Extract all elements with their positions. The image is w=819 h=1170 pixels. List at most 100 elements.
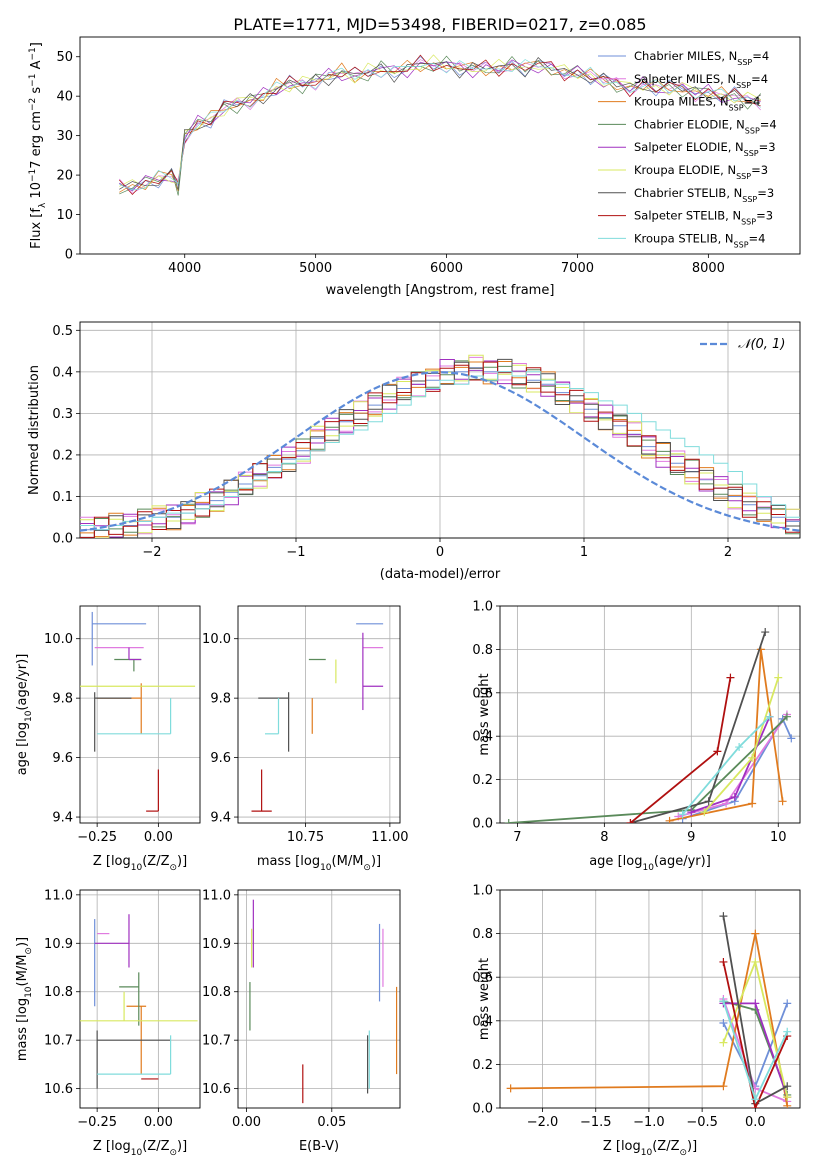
weight-marker (504, 819, 513, 823)
x-tick-label: −1 (286, 545, 305, 560)
x-axis-label: mass [log10(M/M⊙)] (257, 854, 381, 873)
axes-frame (499, 605, 801, 824)
axes-frame (499, 889, 801, 1109)
y-tick-label: 0.8 (472, 643, 493, 658)
x-axis-label: age [log10(age/yr)] (589, 854, 711, 873)
y-tick-label: 10.0 (202, 632, 231, 647)
legend-entry: Kroupa STELIB, NSSP=4 (634, 231, 765, 249)
x-tick-label: 6000 (430, 261, 463, 276)
weight-marker (719, 1018, 728, 1027)
histogram-series (80, 371, 800, 531)
weight-marker (751, 999, 760, 1008)
y-tick-label: 10.8 (44, 985, 73, 1000)
x-axis-label: E(B-V) (299, 1139, 339, 1154)
weight-marker (506, 1084, 515, 1093)
chart-residuals: −2 −1 0 1 2 0.0 0.1 0.2 0.3 0.4 0.5 𝒩(0, 1) (data-mo… (27, 321, 801, 582)
weight-marker (730, 792, 739, 801)
legend-entry: Chabrier ELODIE, NSSP=4 (634, 117, 777, 135)
x-tick-label: 10.75 (287, 830, 324, 845)
weight-marker (719, 997, 728, 1006)
y-tick-label: 0.4 (52, 365, 73, 380)
y-tick-label: 0.2 (472, 1058, 493, 1073)
y-tick-label: 9.6 (52, 751, 73, 766)
y-tick-label: 0.0 (52, 532, 73, 547)
spectrum-series (119, 54, 761, 196)
y-tick-label: 0.3 (52, 407, 73, 422)
legend-entry: Salpeter ELODIE, NSSP=3 (634, 140, 776, 158)
gaussian-curve (80, 371, 800, 532)
axes-frame (79, 321, 801, 539)
y-tick-label: 10.6 (44, 1082, 73, 1097)
weight-marker (751, 929, 760, 938)
axes-frame (79, 36, 801, 255)
weight-marker (751, 957, 760, 966)
x-tick-label: 7000 (561, 261, 594, 276)
y-tick-label: 0.6 (472, 686, 493, 701)
figure-title: PLATE=1771, MJD=53498, FIBERID=0217, z=0… (233, 15, 646, 34)
weight-marker (678, 810, 687, 819)
y-tick-label: 10.9 (202, 937, 231, 952)
x-tick-label: 1 (580, 545, 588, 560)
weight-lines (504, 628, 796, 823)
x-axis-label: (data-model)/error (380, 567, 501, 582)
legend-entry: Salpeter MILES, NSSP=4 (634, 72, 768, 90)
chart-weights_vs_age: 7 8 9 10 0.0 0.2 0.4 0.6 0.8 1.0 age [log10(age/yr… (472, 600, 801, 873)
y-tick-label: 11.0 (202, 888, 231, 903)
weight-marker (782, 712, 791, 721)
histograms (80, 354, 800, 538)
axes-frame (79, 605, 201, 824)
chart-mass_vs_ebv: 0.00 0.05 10.6 10.7 10.8 10.9 11.0 E(B-V) (202, 888, 401, 1154)
y-tick-label: 0.0 (472, 817, 493, 832)
x-axis-label: wavelength [Angstrom, rest frame] (326, 283, 555, 298)
x-tick-label: 11.00 (371, 830, 408, 845)
axes-frame (237, 889, 401, 1109)
y-tick-label: 9.4 (210, 811, 231, 826)
y-tick-label: 0.2 (52, 448, 73, 463)
legend-entry: Salpeter STELIB, NSSP=3 (634, 209, 773, 227)
y-tick-label: 0.0 (472, 1102, 493, 1117)
x-tick-label: −1.5 (580, 1115, 612, 1130)
axes-frame (237, 605, 401, 824)
weight-marker (783, 1101, 792, 1108)
y-tick-label: 10.0 (44, 632, 73, 647)
weight-marker (726, 673, 735, 682)
y-tick-label: 1.0 (472, 600, 493, 615)
weight-marker (719, 912, 728, 921)
legend-entry: Chabrier STELIB, NSSP=3 (634, 186, 774, 204)
weight-marker (665, 816, 674, 823)
y-tick-label: 11.0 (44, 888, 73, 903)
y-tick-label: 9.4 (52, 811, 73, 826)
weight-marker (778, 797, 787, 806)
x-tick-label: 0.00 (144, 1115, 173, 1130)
y-tick-label: 0.8 (472, 927, 493, 942)
y-axis-label: mass weight (477, 958, 492, 1040)
y-tick-label: 10.8 (202, 985, 231, 1000)
y-tick-label: 0 (65, 248, 73, 263)
x-axis-label: Z [log10(Z/Z⊙)] (93, 1139, 187, 1158)
chart-spectrum: 4000 5000 6000 7000 8000 0 10 20 30 40 50 wavelengt… (28, 36, 801, 298)
x-tick-label: −0.25 (77, 1115, 117, 1130)
x-tick-label: 10 (770, 830, 787, 845)
x-tick-label: 0.05 (317, 1115, 346, 1130)
weight-marker (735, 743, 744, 752)
y-tick-label: 1.0 (472, 884, 493, 899)
weight-series (682, 716, 793, 820)
y-tick-label: 0.4 (472, 1014, 493, 1029)
y-tick-label: 9.8 (52, 692, 73, 707)
y-axis-label: age [log10(age/yr)] (15, 654, 34, 776)
errorbars (80, 914, 198, 1089)
chart-age_vs_mass: 10.75 11.00 9.4 9.6 9.8 10.0 mass [log10(M/M⊙)… (202, 605, 408, 873)
y-tick-label: 10.9 (44, 937, 73, 952)
x-tick-label: 2 (724, 545, 732, 560)
y-axis-label: Normed distribution (27, 365, 42, 495)
spectrum-lines (119, 54, 761, 196)
weight-marker (748, 799, 757, 808)
x-axis-label: Z [log10(Z/Z⊙)] (93, 854, 187, 873)
x-tick-label: 4000 (168, 261, 201, 276)
y-tick-label: 10.7 (202, 1034, 231, 1049)
weight-marker (704, 797, 713, 806)
x-tick-label: −0.5 (686, 1115, 718, 1130)
weight-marker (765, 712, 774, 721)
weight-marker (719, 1082, 728, 1091)
